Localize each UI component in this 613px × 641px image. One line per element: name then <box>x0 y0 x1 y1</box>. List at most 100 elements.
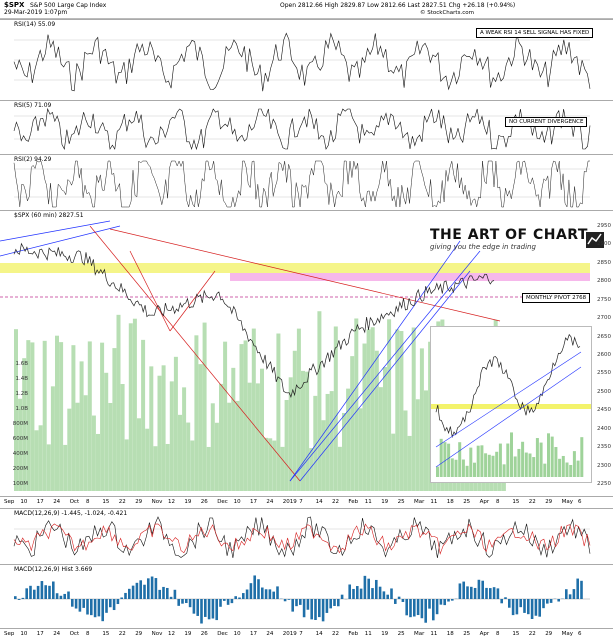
volume-bar <box>219 384 223 491</box>
volume-bar <box>211 403 215 491</box>
x-tick: 24 <box>266 631 273 637</box>
x-tick: 11 <box>430 499 437 505</box>
inset-volume-bar <box>554 447 557 477</box>
volume-bar <box>166 444 170 491</box>
macd-hist-bar <box>276 586 279 599</box>
volume-bar <box>424 390 428 491</box>
x-tick: 15 <box>102 499 109 505</box>
inset-volume-bar <box>536 438 539 477</box>
macd-hist-bar <box>478 580 481 599</box>
x-tick: Feb <box>348 631 358 637</box>
y-tick: 2700 <box>597 315 611 321</box>
macd-hist-bar <box>143 585 146 599</box>
volume-bar <box>96 434 100 491</box>
macd-hist-bar <box>147 578 150 599</box>
volume-bar <box>133 319 137 491</box>
volume-bar <box>223 342 227 491</box>
x-tick: Dec <box>217 499 228 505</box>
macd-hist-bar <box>580 581 583 599</box>
volume-bar <box>162 365 166 491</box>
macd-hist-bar <box>185 599 188 603</box>
macd-hist-bar <box>329 599 332 608</box>
volume-bar <box>383 367 387 491</box>
inset-volume-bar <box>566 463 569 477</box>
x-tick: 2019 <box>283 499 297 505</box>
x-tick: May <box>562 499 573 505</box>
x-tick: 22 <box>119 499 126 505</box>
macd-hist-bar <box>181 599 184 604</box>
macd-hist-bar <box>386 595 389 599</box>
inset-volume-bar <box>499 444 502 477</box>
volume-bar <box>76 403 80 491</box>
price-panel: $SPX (60 min) 2827.51 THE ART OF CHART g… <box>0 210 613 497</box>
macd-hist-bar <box>18 599 21 600</box>
y-tick: 2500 <box>597 389 611 395</box>
macd-hist-bar <box>333 599 336 606</box>
inset-volume-bar <box>503 464 506 477</box>
macd-hist-bar <box>63 594 66 599</box>
macd-hist-bar <box>288 599 291 600</box>
volume-bar <box>35 430 39 491</box>
volume-bar <box>153 446 157 491</box>
x-tick: 26 <box>201 631 208 637</box>
volume-bar <box>43 341 47 491</box>
volume-bar <box>141 340 145 491</box>
inset-volume-bar <box>577 461 580 477</box>
y-tick: 2750 <box>597 297 611 303</box>
x-tick: Dec <box>217 631 228 637</box>
x-tick: 29 <box>545 631 552 637</box>
macd-hist-bar <box>364 576 367 599</box>
macd-hist-bar <box>204 599 207 617</box>
macd-hist-bar <box>516 599 519 614</box>
macd-hist-bar <box>48 586 51 599</box>
volume-bar <box>281 447 285 491</box>
macd-hist-bar <box>569 594 572 599</box>
macd-hist-bar <box>219 599 222 607</box>
inset-volume-bar <box>469 448 472 477</box>
rsi14-line <box>14 33 590 91</box>
y-tick: 2650 <box>597 334 611 340</box>
volume-bar <box>182 387 186 491</box>
volume-bar <box>145 429 149 491</box>
volume-bar <box>379 387 383 491</box>
volume-bar <box>231 368 235 491</box>
logo-tagline: giving you the edge in trading <box>430 243 536 251</box>
x-tick: 15 <box>102 631 109 637</box>
x-tick: 10 <box>234 631 241 637</box>
x-tick: 12 <box>168 631 175 637</box>
x-tick: 18 <box>447 631 454 637</box>
inset-volume-bar <box>532 457 535 477</box>
y-tick: 200M <box>13 466 28 472</box>
y-tick: 2600 <box>597 352 611 358</box>
y-tick: 2350 <box>597 444 611 450</box>
macd-hist-bar <box>493 587 496 599</box>
y-tick: 800M <box>13 421 28 427</box>
macd-hist-bar <box>542 599 545 608</box>
x-tick: 10 <box>20 499 27 505</box>
macd-hist-bar <box>101 599 104 621</box>
inset-volume-bar <box>473 463 476 477</box>
macd-hist-bar <box>33 590 36 599</box>
x-tick: 10 <box>20 631 27 637</box>
x-tick: 29 <box>135 631 142 637</box>
macd-histogram <box>14 575 583 623</box>
macd-hist-bar <box>272 592 275 599</box>
macd-hist-bar <box>367 579 370 599</box>
x-tick: 14 <box>316 499 323 505</box>
x-tick: 19 <box>381 631 388 637</box>
volume-bar <box>416 399 420 491</box>
macd-hist-bar <box>451 599 454 601</box>
inset-volume-bar <box>569 465 572 477</box>
macd-hist-bar <box>481 581 484 599</box>
x-tick: 8 <box>496 631 500 637</box>
inset-volume-bar <box>551 437 554 477</box>
volume-bar <box>186 423 190 491</box>
inset-volume-bar <box>573 451 576 477</box>
rsi14-annotation: A WEAK RSI 14 SELL SIGNAL HAS FIXED <box>476 28 593 38</box>
volume-bar <box>404 410 408 491</box>
inset-volume-bar <box>547 433 550 477</box>
y-tick: 2400 <box>597 426 611 432</box>
x-tick: 11 <box>430 631 437 637</box>
volume-bar <box>399 331 403 491</box>
volume-bar <box>129 323 133 491</box>
